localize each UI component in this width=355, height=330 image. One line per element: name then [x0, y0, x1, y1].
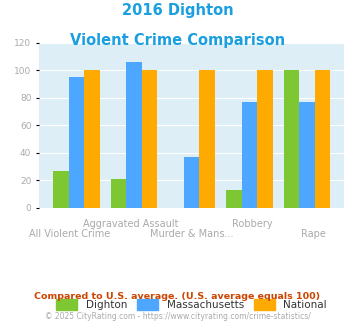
Text: All Violent Crime: All Violent Crime [29, 229, 110, 239]
Text: Violent Crime Comparison: Violent Crime Comparison [70, 33, 285, 48]
Text: 2016 Dighton: 2016 Dighton [122, 3, 233, 18]
Text: Compared to U.S. average. (U.S. average equals 100): Compared to U.S. average. (U.S. average … [34, 292, 321, 301]
Bar [142, 70, 157, 208]
Legend: Dighton, Massachusetts, National: Dighton, Massachusetts, National [56, 299, 327, 310]
Bar [84, 70, 100, 208]
Text: © 2025 CityRating.com - https://www.cityrating.com/crime-statistics/: © 2025 CityRating.com - https://www.city… [45, 312, 310, 321]
Bar [111, 179, 126, 208]
Bar [184, 157, 200, 208]
Bar [257, 70, 273, 208]
Bar [53, 171, 69, 208]
Bar [315, 70, 331, 208]
Bar [200, 70, 215, 208]
Bar [126, 62, 142, 208]
Bar [69, 77, 84, 208]
Bar [226, 190, 242, 208]
Bar [242, 102, 257, 208]
Text: Aggravated Assault: Aggravated Assault [83, 219, 179, 229]
Text: Robbery: Robbery [233, 219, 273, 229]
Bar [299, 102, 315, 208]
Bar [284, 70, 299, 208]
Text: Murder & Mans...: Murder & Mans... [150, 229, 234, 239]
Text: Rape: Rape [301, 229, 326, 239]
